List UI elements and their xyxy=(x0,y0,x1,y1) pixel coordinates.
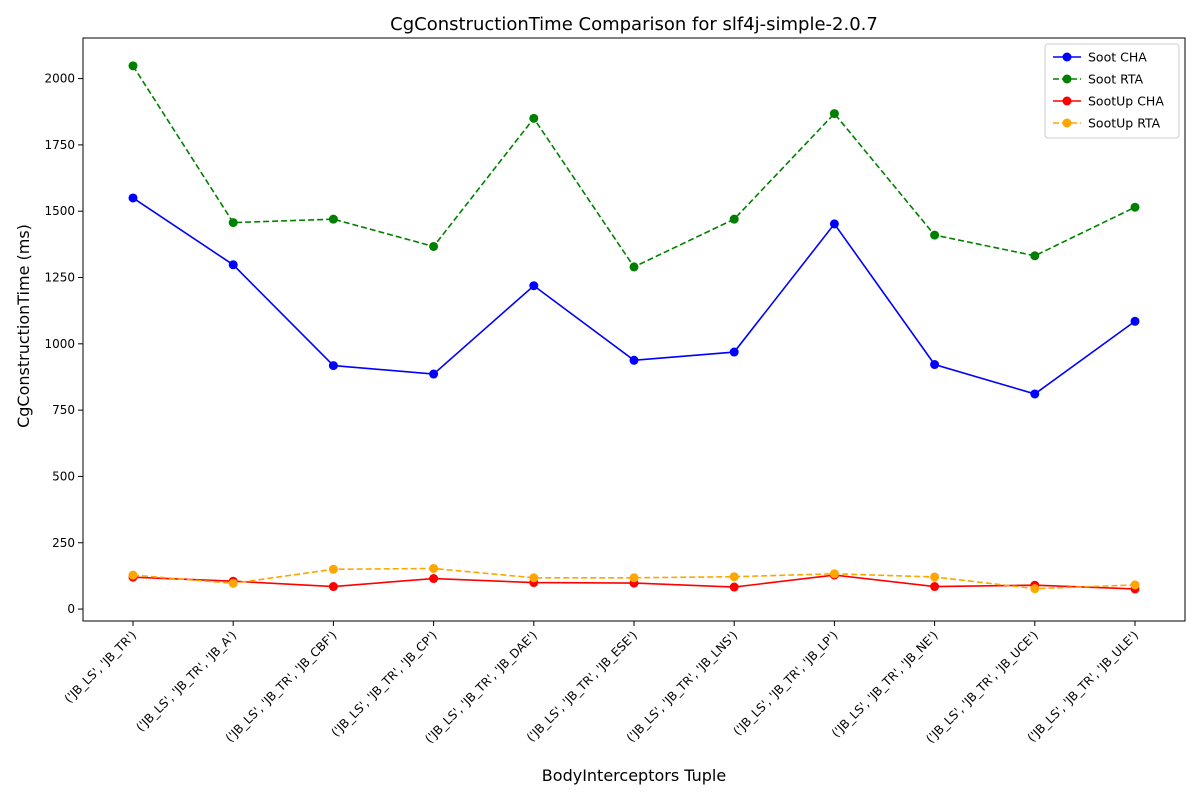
data-point xyxy=(729,582,739,592)
x-tick-label: ('JB_LS', 'JB_TR', 'JB_LP') xyxy=(730,628,840,738)
x-tick-label: ('JB_LS', 'JB_TR', 'JB_ESE') xyxy=(524,628,640,744)
data-point xyxy=(629,262,639,272)
series-line xyxy=(132,65,1136,268)
data-point xyxy=(128,61,138,71)
plot-frame xyxy=(82,37,1186,622)
chart-title: CgConstructionTime Comparison for slf4j-… xyxy=(390,14,878,35)
legend-item: Soot CHA xyxy=(1053,50,1147,65)
x-tick-label: ('JB_LS', 'JB_TR', 'JB_DAE') xyxy=(422,628,540,746)
data-point xyxy=(1130,202,1140,212)
data-point xyxy=(1030,584,1040,594)
x-tick-label: ('JB_LS', 'JB_TR', 'JB_NE') xyxy=(829,628,941,740)
data-point xyxy=(328,361,338,371)
data-point xyxy=(128,570,138,580)
legend-item: SootUp RTA xyxy=(1053,116,1161,131)
data-point xyxy=(529,113,539,123)
data-point xyxy=(729,214,739,224)
legend-label: SootUp CHA xyxy=(1088,94,1164,109)
legend-label: Soot RTA xyxy=(1088,72,1144,87)
data-point xyxy=(328,564,338,574)
data-point xyxy=(328,582,338,592)
data-point xyxy=(829,219,839,229)
y-axis-label: CgConstructionTime (ms) xyxy=(14,224,33,428)
x-tick-label: ('JB_LS', 'JB_TR', 'JB_CP') xyxy=(328,628,439,739)
legend-marker xyxy=(1062,96,1072,106)
series-soot-rta xyxy=(128,61,1140,272)
legend-item: SootUp CHA xyxy=(1053,94,1164,109)
data-point xyxy=(128,193,138,203)
y-tick-label: 750 xyxy=(52,403,75,417)
data-point xyxy=(1130,316,1140,326)
x-tick-label: ('JB_LS', 'JB_TR') xyxy=(62,628,140,706)
data-point xyxy=(429,563,439,573)
data-point xyxy=(1030,389,1040,399)
legend-marker xyxy=(1062,118,1072,128)
series-layer xyxy=(128,61,1140,594)
data-point xyxy=(429,241,439,251)
y-tick-label: 1750 xyxy=(44,138,75,152)
data-point xyxy=(429,574,439,584)
data-point xyxy=(228,260,238,270)
y-tick-label: 500 xyxy=(52,469,75,483)
y-tick-label: 0 xyxy=(67,602,75,616)
data-point xyxy=(429,369,439,379)
data-point xyxy=(328,214,338,224)
data-point xyxy=(930,582,940,592)
data-point xyxy=(829,109,839,119)
axes: 0 250 500 750 1000 1250 1500 1750 2000 ('JB_LS', … xyxy=(44,37,1186,746)
data-point xyxy=(529,281,539,291)
legend-label: SootUp RTA xyxy=(1088,116,1161,131)
data-point xyxy=(930,360,940,370)
legend-item: Soot RTA xyxy=(1053,72,1144,87)
y-tick-label: 2000 xyxy=(44,72,75,86)
x-tick-label: ('JB_LS', 'JB_TR', 'JB_LNS') xyxy=(624,628,741,745)
x-tick-label: ('JB_LS', 'JB_TR', 'JB_CBF') xyxy=(223,628,340,745)
series-sootup-rta xyxy=(128,563,1140,594)
legend-marker xyxy=(1062,52,1072,62)
data-point xyxy=(1030,251,1040,261)
x-tick-label: ('JB_LS', 'JB_TR', 'JB_ULE') xyxy=(1025,628,1141,744)
y-tick-label: 250 xyxy=(52,536,75,550)
data-point xyxy=(228,578,238,588)
y-tick-label: 1500 xyxy=(44,204,75,218)
x-tick-label: ('JB_LS', 'JB_TR', 'JB_UCE') xyxy=(923,628,1041,746)
data-point xyxy=(1130,580,1140,590)
data-point xyxy=(729,347,739,357)
series-line xyxy=(132,567,1136,590)
data-point xyxy=(829,569,839,579)
data-point xyxy=(930,230,940,240)
y-tick-label: 1000 xyxy=(44,337,75,351)
y-tick-label: 1250 xyxy=(44,271,75,285)
data-point xyxy=(529,573,539,583)
series-soot-cha xyxy=(128,193,1140,399)
data-point xyxy=(629,573,639,583)
legend-label: Soot CHA xyxy=(1088,50,1147,65)
legend-box xyxy=(1044,43,1180,139)
legend: Soot CHA Soot RTA SootUp CHA SootUp RTA xyxy=(1044,43,1180,139)
x-tick-label: ('JB_LS', 'JB_TR', 'JB_A') xyxy=(133,628,239,734)
x-axis-label: BodyInterceptors Tuple xyxy=(542,766,726,785)
data-point xyxy=(629,355,639,365)
data-point xyxy=(729,572,739,582)
data-point xyxy=(228,218,238,228)
legend-marker xyxy=(1062,74,1072,84)
data-point xyxy=(930,572,940,582)
